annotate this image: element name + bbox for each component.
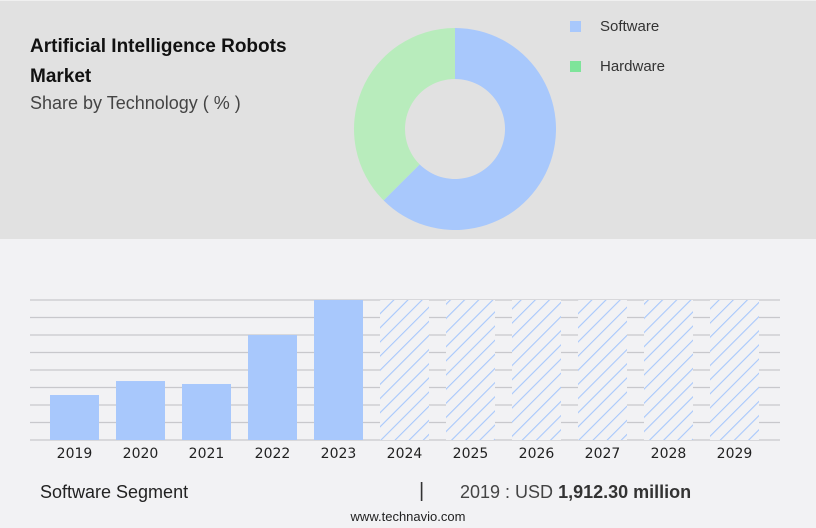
bar-2027-forecast: [578, 300, 627, 440]
x-axis-label: 2026: [518, 446, 555, 462]
x-axis-label: 2025: [452, 446, 489, 462]
bar-2029-forecast: [710, 300, 759, 440]
x-axis-label: 2020: [122, 446, 159, 462]
bar-2025-forecast: [446, 300, 495, 440]
footer-separator: |: [419, 480, 425, 502]
segment-year-label: 2019 : USD: [460, 482, 554, 502]
donut-slice-software: [383, 28, 556, 230]
bar-2026-forecast: [512, 300, 561, 440]
x-axis-label: 2022: [254, 446, 291, 462]
donut-slice-hardware: [354, 28, 455, 201]
header-panel: Artificial Intelligence Robots Market Sh…: [0, 0, 816, 239]
page-title: Artificial Intelligence Robots Market: [30, 32, 287, 92]
x-axis-label: 2029: [716, 446, 753, 462]
legend-swatch-hardware: [570, 61, 581, 72]
title-line-1: Artificial Intelligence Robots: [30, 36, 287, 57]
x-axis-label: 2023: [320, 446, 357, 462]
title-line-2: Market: [30, 66, 92, 87]
bar-2023: [314, 300, 363, 440]
x-axis-label: 2024: [386, 446, 423, 462]
legend-label: Software: [600, 18, 660, 35]
bar-2019: [50, 394, 99, 440]
legend-label: Hardware: [600, 58, 666, 75]
bar-2020: [116, 381, 165, 440]
legend-item-software: Software: [570, 18, 659, 35]
legend-swatch-software: [570, 21, 581, 32]
segment-value: 2019 : USD 1,912.30 million: [460, 482, 691, 503]
bar-2028-forecast: [644, 300, 693, 440]
x-axis-label: 2021: [188, 446, 225, 462]
bar-2024-forecast: [380, 300, 429, 440]
legend-item-hardware: Hardware: [570, 58, 665, 75]
segment-value-amount: 1,912.30 million: [558, 482, 692, 502]
bar-2021: [182, 383, 231, 440]
x-axis-label: 2019: [56, 446, 93, 462]
segment-label: Software Segment: [40, 482, 189, 502]
source-link[interactable]: www.technavio.com: [350, 509, 466, 524]
donut-chart: [354, 28, 556, 230]
page-subtitle: Share by Technology ( % ): [30, 93, 241, 113]
x-axis-label: 2028: [650, 446, 687, 462]
bar-2022: [248, 334, 297, 440]
x-axis-label: 2027: [584, 446, 621, 462]
